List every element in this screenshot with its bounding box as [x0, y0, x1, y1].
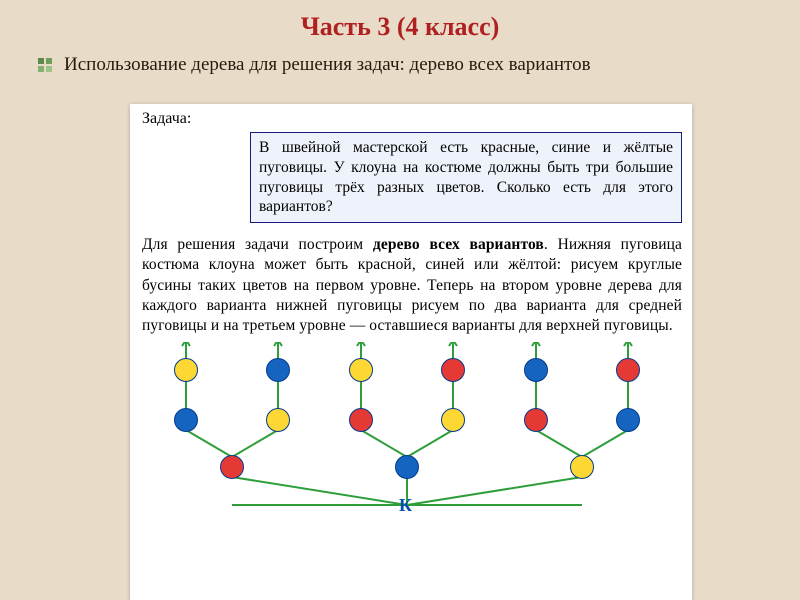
task-box: В швейной мастерской есть красные, синие… [250, 132, 682, 223]
bullet-item: Использование дерева для решения задач: … [0, 42, 800, 82]
node-l3-2 [349, 358, 373, 382]
node-l1-0 [220, 455, 244, 479]
node-l2-0 [174, 408, 198, 432]
task-label: Задача: [142, 110, 682, 128]
bullet-text: Использование дерева для решения задач: … [64, 54, 591, 76]
node-l2-5 [616, 408, 640, 432]
node-l3-1 [266, 358, 290, 382]
squares-icon [38, 58, 52, 72]
solution-text: Для решения задачи построим дерево всех … [142, 235, 682, 336]
node-l2-3 [441, 408, 465, 432]
node-l3-3 [441, 358, 465, 382]
node-l3-0 [174, 358, 198, 382]
node-l2-4 [524, 408, 548, 432]
variant-tree: К [142, 342, 682, 510]
node-l3-4 [524, 358, 548, 382]
root-label: К [399, 495, 412, 516]
node-l1-2 [570, 455, 594, 479]
node-l2-1 [266, 408, 290, 432]
node-l1-1 [395, 455, 419, 479]
node-l3-5 [616, 358, 640, 382]
page-title: Часть 3 (4 класс) [0, 0, 800, 42]
task-panel: Задача: В швейной мастерской есть красны… [130, 104, 692, 600]
node-l2-2 [349, 408, 373, 432]
